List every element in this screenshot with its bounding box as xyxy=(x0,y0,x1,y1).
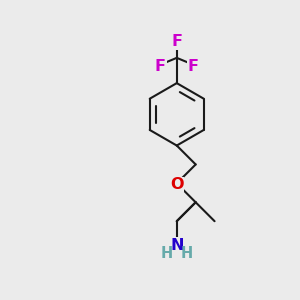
Text: N: N xyxy=(170,238,184,253)
Text: H: H xyxy=(181,246,193,261)
Text: F: F xyxy=(171,34,182,49)
Text: H: H xyxy=(160,246,172,261)
Text: F: F xyxy=(155,58,166,74)
Text: O: O xyxy=(170,177,184,192)
Text: F: F xyxy=(188,58,199,74)
